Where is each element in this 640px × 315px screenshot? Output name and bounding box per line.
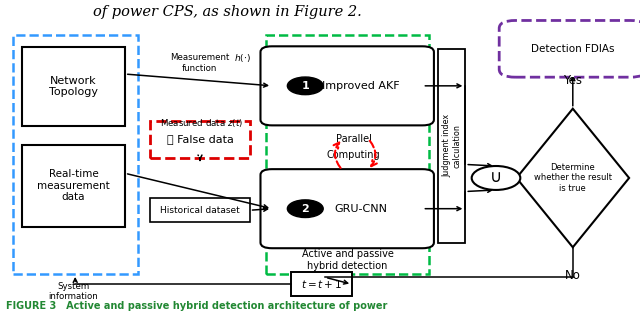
- Text: Real-time
measurement
data: Real-time measurement data: [37, 169, 110, 203]
- Text: FIGURE 3: FIGURE 3: [6, 301, 57, 311]
- Text: GRU-CNN: GRU-CNN: [335, 204, 388, 214]
- Text: ∪: ∪: [490, 168, 502, 186]
- Text: Historical dataset: Historical dataset: [160, 206, 240, 215]
- Text: Measurement
function: Measurement function: [170, 53, 229, 73]
- Text: Improved AKF: Improved AKF: [323, 81, 400, 91]
- Text: Computing: Computing: [327, 150, 380, 160]
- Text: $t=t+1$: $t=t+1$: [301, 278, 342, 290]
- Text: 2: 2: [301, 204, 309, 214]
- Bar: [22, 145, 125, 227]
- Text: Active and passive hybrid detection architecture of power: Active and passive hybrid detection arch…: [56, 301, 388, 311]
- FancyBboxPatch shape: [260, 169, 434, 248]
- Text: $h(\cdot)$: $h(\cdot)$: [234, 52, 250, 64]
- Circle shape: [472, 166, 520, 190]
- Text: Yes: Yes: [563, 74, 582, 87]
- FancyArrowPatch shape: [333, 143, 340, 168]
- Text: 1: 1: [301, 81, 309, 91]
- Bar: [22, 47, 125, 126]
- Bar: [266, 35, 429, 274]
- Circle shape: [287, 200, 323, 217]
- Text: System
information: System information: [49, 282, 99, 301]
- Text: Determine
whether the result
is true: Determine whether the result is true: [534, 163, 612, 193]
- FancyArrowPatch shape: [370, 141, 377, 166]
- Text: Active and passive
hybrid detection: Active and passive hybrid detection: [301, 249, 394, 271]
- Text: 👿 False data: 👿 False data: [166, 135, 234, 144]
- FancyBboxPatch shape: [260, 46, 434, 125]
- Text: Network
Topology: Network Topology: [49, 76, 98, 97]
- Text: of power CPS, as shown in Figure 2.: of power CPS, as shown in Figure 2.: [93, 5, 362, 19]
- Bar: [291, 272, 352, 296]
- Circle shape: [287, 77, 323, 94]
- Bar: [13, 35, 138, 274]
- Text: Detection FDIAs: Detection FDIAs: [531, 44, 614, 54]
- Bar: [150, 198, 250, 222]
- Polygon shape: [516, 109, 629, 247]
- Text: Measured data $z(t)$: Measured data $z(t)$: [160, 117, 243, 129]
- FancyBboxPatch shape: [499, 20, 640, 77]
- Bar: [438, 49, 465, 243]
- Text: Judgment index
calculation: Judgment index calculation: [442, 114, 461, 177]
- Bar: [150, 121, 250, 158]
- Text: Parallel: Parallel: [335, 135, 372, 144]
- Text: No: No: [565, 269, 580, 282]
